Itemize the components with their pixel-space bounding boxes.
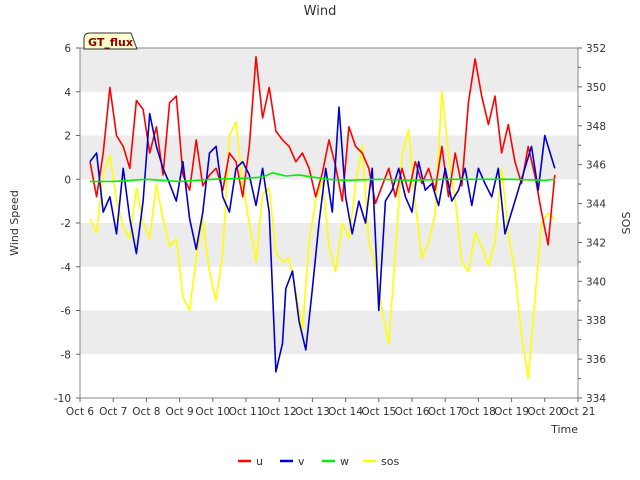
y2-tick-label: 346 bbox=[586, 160, 606, 172]
series-layer bbox=[89, 55, 556, 380]
y-tick-label: -4 bbox=[61, 262, 72, 274]
legend-label-u: u bbox=[256, 455, 263, 468]
y-axis-label: Wind Speed bbox=[8, 190, 21, 256]
y-tick-label: 2 bbox=[64, 131, 71, 143]
y-tick-label: 6 bbox=[64, 43, 71, 55]
badge-shape bbox=[83, 32, 138, 50]
grid-band bbox=[80, 48, 578, 92]
x-tick-label: Oct 12 bbox=[262, 406, 297, 418]
badge-text: GT_flux bbox=[88, 36, 133, 49]
legend-label-w: w bbox=[340, 455, 349, 468]
y2-tick-label: 340 bbox=[586, 276, 606, 288]
y2-tick-label: 344 bbox=[586, 199, 606, 211]
series-line-u bbox=[89, 55, 556, 246]
x-tick-label: Oct 20 bbox=[527, 406, 562, 418]
series-line-sos bbox=[89, 90, 556, 380]
legend-label-sos: sos bbox=[381, 455, 399, 468]
x-tick-label: Oct 21 bbox=[561, 406, 596, 418]
y-tick-label: -2 bbox=[61, 218, 71, 230]
grid-bands bbox=[80, 48, 578, 355]
y2-tick-label: 350 bbox=[586, 82, 606, 94]
y-tick-label: -10 bbox=[54, 393, 71, 405]
x-tick-label: Oct 15 bbox=[361, 406, 396, 418]
x-tick-label: Oct 10 bbox=[195, 406, 230, 418]
y-tick-label: -8 bbox=[61, 349, 71, 361]
gt-flux-badge: GT_flux bbox=[83, 32, 138, 50]
x-tick-label: Oct 9 bbox=[166, 406, 194, 418]
x-tick-label: Oct 11 bbox=[229, 406, 264, 418]
y2-tick-label: 334 bbox=[586, 393, 606, 405]
grid-band bbox=[80, 310, 578, 355]
x-tick-label: Oct 8 bbox=[132, 406, 160, 418]
y2-tick-label: 348 bbox=[586, 121, 606, 133]
y2-tick-label: 352 bbox=[586, 43, 606, 55]
left-axis: -10 -8 -6 -4 -2 0 2 4 6 bbox=[54, 43, 80, 405]
x-tick-label: Oct 17 bbox=[428, 406, 463, 418]
y-tick-label: -6 bbox=[61, 306, 72, 318]
y2-tick-label: 338 bbox=[586, 315, 606, 327]
series-line-w bbox=[90, 171, 555, 183]
y2-tick-label: 336 bbox=[586, 354, 606, 366]
x-tick-label: Oct 6 bbox=[66, 406, 94, 418]
x-tick-label: Oct 13 bbox=[295, 406, 330, 418]
series-line-v bbox=[89, 106, 556, 373]
x-tick-label: Oct 14 bbox=[328, 406, 363, 418]
x-axis-label: Time bbox=[550, 423, 578, 436]
legend-label-v: v bbox=[298, 455, 305, 468]
right-axis: 334 336 338 340 342 344 346 348 350 352 bbox=[578, 43, 606, 405]
y2-axis-label: SOS bbox=[620, 212, 633, 235]
chart-title: Wind bbox=[304, 4, 337, 19]
y-tick-label: 0 bbox=[64, 174, 71, 186]
y-tick-label: 4 bbox=[64, 87, 71, 99]
x-tick-label: Oct 16 bbox=[395, 406, 430, 418]
legend: u v w sos bbox=[238, 455, 399, 468]
x-tick-label: Oct 7 bbox=[99, 406, 127, 418]
x-tick-label: Oct 19 bbox=[494, 406, 529, 418]
y2-tick-label: 342 bbox=[586, 237, 606, 249]
x-tick-label: Oct 18 bbox=[461, 406, 496, 418]
